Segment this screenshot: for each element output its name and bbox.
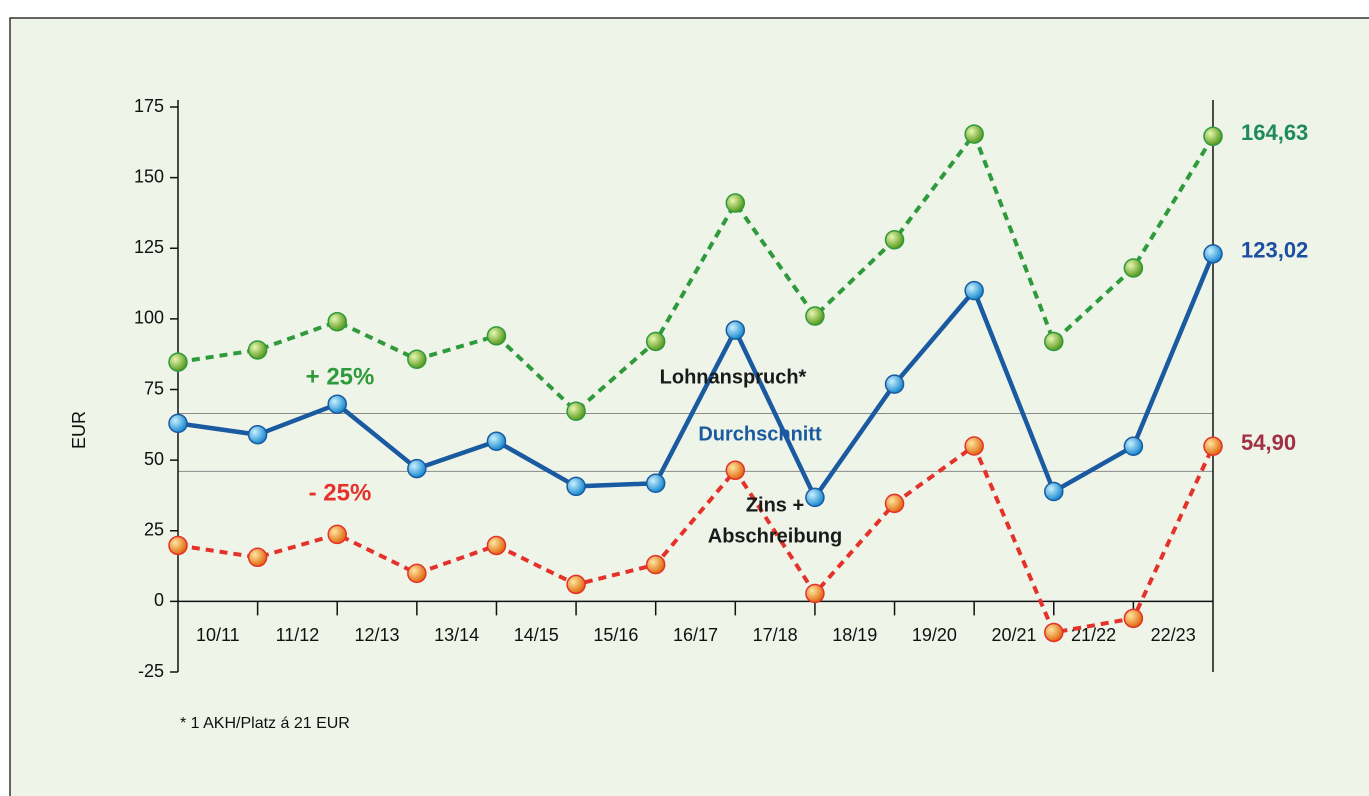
marker <box>247 547 268 568</box>
y-tick-label: 150 <box>134 166 164 186</box>
y-tick-label: 50 <box>144 449 164 469</box>
marker <box>725 320 746 340</box>
x-tick-label: 19/20 <box>912 625 957 645</box>
x-tick-label: 11/12 <box>276 625 320 645</box>
marker <box>1044 481 1064 502</box>
x-tick-label: 12/13 <box>355 625 400 645</box>
y-axis-label: EUR <box>69 411 89 449</box>
annotation: Lohnanspruch* <box>660 366 807 388</box>
marker <box>645 554 666 575</box>
marker <box>805 306 825 326</box>
y-tick-label: 125 <box>134 237 164 257</box>
marker <box>566 401 586 422</box>
marker <box>645 473 666 494</box>
series-line <box>177 252 1216 500</box>
marker <box>327 394 347 414</box>
marker <box>407 563 427 584</box>
marker <box>1044 331 1064 352</box>
marker <box>964 436 984 456</box>
x-tick-label: 18/19 <box>832 625 877 645</box>
marker <box>566 574 586 595</box>
y-tick-label: 0 <box>154 590 164 610</box>
marker <box>486 326 507 346</box>
x-tick-label: 15/16 <box>593 625 638 645</box>
marker <box>407 349 427 370</box>
y-tick-label: 175 <box>134 96 164 116</box>
marker <box>1203 244 1223 264</box>
x-tick-label: 20/21 <box>991 625 1036 645</box>
marker <box>645 331 666 352</box>
x-tick-label: 14/15 <box>514 625 559 645</box>
marker <box>884 374 905 394</box>
end-value-label: 164,63 <box>1241 120 1308 145</box>
marker <box>725 193 746 213</box>
marker <box>1123 258 1144 278</box>
y-tick-label: -25 <box>138 661 164 681</box>
marker <box>327 524 347 545</box>
marker <box>964 124 984 144</box>
annotation: Zins + <box>746 494 804 516</box>
marker <box>1203 126 1223 147</box>
marker <box>486 535 507 556</box>
marker <box>168 352 188 372</box>
annotation: Abschreibung <box>708 525 842 547</box>
series-line <box>177 132 1215 414</box>
end-value-label: 123,02 <box>1241 238 1308 263</box>
marker <box>884 493 905 514</box>
marker <box>247 340 268 360</box>
marker <box>884 230 905 250</box>
marker <box>168 413 188 434</box>
marker <box>1123 608 1144 629</box>
marker <box>805 583 825 604</box>
marker <box>1044 622 1064 643</box>
y-tick-label: 25 <box>144 520 164 540</box>
end-value-label: 54,90 <box>1241 430 1296 455</box>
y-tick-label: 100 <box>134 308 164 328</box>
x-tick-label: 13/14 <box>434 625 479 645</box>
x-tick-label: 16/17 <box>673 625 718 645</box>
marker <box>566 476 586 497</box>
annotation: - 25% <box>309 479 372 506</box>
marker <box>168 535 188 556</box>
marker <box>407 458 427 479</box>
marker <box>964 280 984 301</box>
x-tick-label: 22/23 <box>1151 625 1196 645</box>
x-tick-label: 21/22 <box>1071 625 1116 645</box>
x-tick-label: 10/11 <box>196 625 240 645</box>
x-tick-label: 17/18 <box>753 625 798 645</box>
series-line <box>177 444 1215 635</box>
marker <box>1203 436 1223 457</box>
marker <box>247 424 268 445</box>
annotation: Durchschnitt <box>698 423 822 445</box>
background <box>9 17 1369 796</box>
y-tick-label: 75 <box>144 378 164 398</box>
marker <box>486 431 507 451</box>
marker <box>1123 436 1144 457</box>
marker <box>327 311 347 332</box>
footnote: * 1 AKH/Platz á 21 EUR <box>180 715 350 732</box>
annotation: + 25% <box>306 363 375 390</box>
marker <box>725 460 746 481</box>
marker <box>805 487 825 508</box>
